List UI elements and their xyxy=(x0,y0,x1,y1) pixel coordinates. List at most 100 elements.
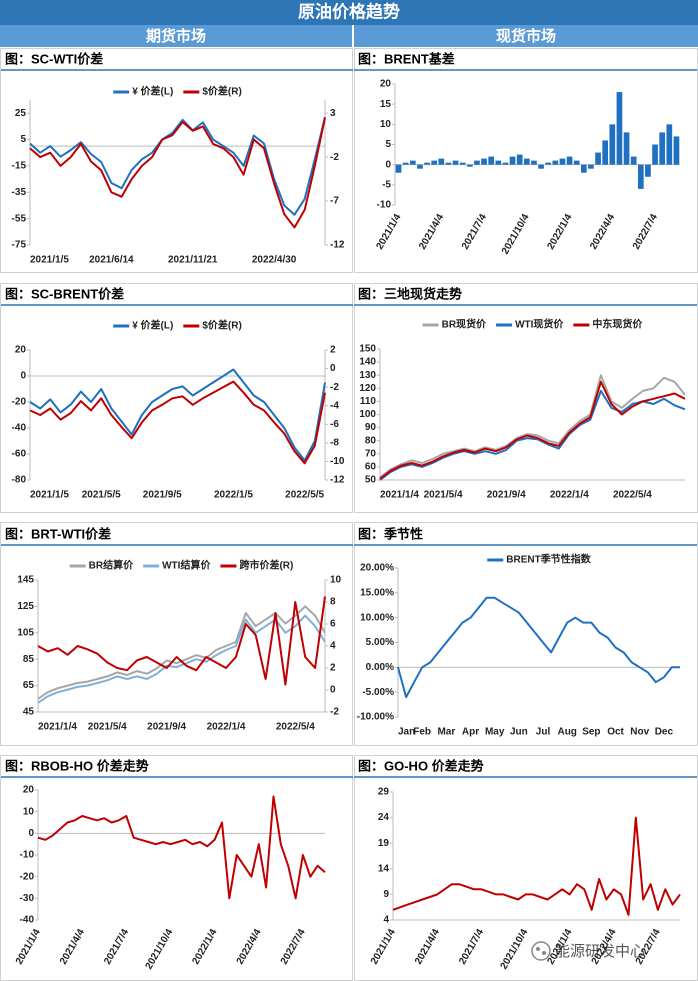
y-tick-label: 140 xyxy=(359,357,376,368)
y-tick-label: 50 xyxy=(365,475,377,486)
y-tick-label: 90 xyxy=(365,422,377,433)
x-tick-label: 2022/7/4 xyxy=(279,927,308,967)
x-tick-label: 2021/7/4 xyxy=(102,927,131,967)
line-series xyxy=(379,380,686,480)
x-tick-label: Aug xyxy=(557,727,576,738)
x-tick-label: 2022/7/4 xyxy=(631,212,660,252)
x-tick-label: 2021/1/4 xyxy=(14,927,43,967)
x-tick-label: 2021/1/4 xyxy=(380,490,419,501)
x-tick-label: Oct xyxy=(607,727,624,738)
y-tick-label: 70 xyxy=(365,448,377,459)
bar xyxy=(452,160,459,165)
x-tick-label: Jul xyxy=(536,727,551,738)
line-series xyxy=(397,596,680,699)
chart-title: 图：RBOB-HO 价差走势 xyxy=(5,758,149,773)
x-tick-label: 2022/4/30 xyxy=(252,255,297,266)
x-tick-label: 2021/9/5 xyxy=(143,490,182,501)
chart-title: 图：三地现货走势 xyxy=(358,286,462,301)
watermark: 能源研发中心 xyxy=(531,941,645,961)
y-tick-label: 110 xyxy=(360,396,377,407)
y2-tick-label: 8 xyxy=(330,597,336,608)
legend-label: 跨市价差(R) xyxy=(239,559,293,572)
bar xyxy=(637,164,644,189)
legend-label: WTI结算价 xyxy=(162,559,211,572)
chart-title: 图：季节性 xyxy=(358,526,423,541)
y-tick-label: 24 xyxy=(378,812,390,823)
y-tick-label: 4 xyxy=(383,915,389,926)
bar xyxy=(616,92,623,165)
y2-tick-label: 3 xyxy=(330,108,336,119)
y-tick-label: -75 xyxy=(12,240,27,251)
bar xyxy=(509,156,516,165)
y-tick-label: -20 xyxy=(12,397,27,408)
x-tick-label: 2021/11/21 xyxy=(168,255,218,266)
bar xyxy=(666,124,673,165)
header-bar xyxy=(0,0,698,25)
bar xyxy=(609,124,616,165)
line-series xyxy=(29,116,326,216)
left-header xyxy=(0,25,352,47)
bar xyxy=(659,132,666,165)
bar xyxy=(459,162,466,165)
y2-tick-label: -2 xyxy=(330,707,339,718)
y2-tick-label: 6 xyxy=(330,619,336,630)
x-tick-label: 2022/5/4 xyxy=(613,490,652,501)
y-tick-label: 60 xyxy=(365,462,377,473)
y-tick-label: -40 xyxy=(12,423,27,434)
x-tick-label: 2021/1/4 xyxy=(369,927,398,967)
y2-tick-label: -10 xyxy=(330,456,345,467)
chart-title: 图：BRENT基差 xyxy=(358,51,455,66)
legend: BRENT季节性指数 xyxy=(487,553,592,566)
bar xyxy=(580,164,587,173)
x-tick-label: 2021/7/4 xyxy=(460,212,489,252)
bar xyxy=(395,164,402,173)
y-tick-label: -60 xyxy=(12,449,27,460)
x-tick-label: 2022/1/4 xyxy=(550,490,589,501)
y-tick-label: 80 xyxy=(365,435,377,446)
x-tick-label: Apr xyxy=(462,727,479,738)
x-tick-label: 2022/1/4 xyxy=(207,722,246,733)
x-tick-label: 2021/4/4 xyxy=(417,212,446,252)
y-tick-label: 14 xyxy=(378,863,390,874)
y-tick-label: -80 xyxy=(12,475,27,486)
y-tick-label: 9 xyxy=(383,889,389,900)
bar xyxy=(417,164,423,169)
y-tick-label: 20 xyxy=(23,785,35,796)
y-tick-label: -20 xyxy=(20,871,35,882)
y2-tick-label: -7 xyxy=(330,196,339,207)
x-tick-label: 2021/7/4 xyxy=(457,927,486,967)
bar xyxy=(552,160,559,165)
bar xyxy=(474,160,480,165)
x-tick-label: 2021/4/4 xyxy=(413,927,442,967)
y-tick-label: 20 xyxy=(15,345,27,356)
x-tick-label: 2021/1/5 xyxy=(30,490,69,501)
y2-tick-label: 2 xyxy=(330,663,336,674)
bar xyxy=(538,164,544,169)
bar xyxy=(402,162,409,165)
x-tick-label: Jun xyxy=(510,727,528,738)
bar xyxy=(673,136,680,165)
x-tick-label: Mar xyxy=(437,727,455,738)
y2-tick-label: -6 xyxy=(330,419,339,430)
y-tick-label: -10.00% xyxy=(357,712,394,723)
x-tick-label: 2021/6/14 xyxy=(89,255,134,266)
chart-title: 图：BRT-WTI价差 xyxy=(5,526,111,541)
legend-label: WTI现货价 xyxy=(515,318,564,331)
y-tick-label: -10 xyxy=(20,850,35,861)
x-tick-label: 2021/10/4 xyxy=(144,927,176,971)
bar xyxy=(516,154,523,165)
x-tick-label: 2021/1/4 xyxy=(374,212,403,252)
y-tick-label: -55 xyxy=(12,213,27,224)
page-title: 原油价格趋势 xyxy=(298,1,400,21)
legend-label: ¥ 价差(L) xyxy=(132,319,173,332)
bar xyxy=(595,152,601,165)
y-tick-label: -40 xyxy=(20,915,35,926)
x-tick-label: 2022/1/4 xyxy=(191,927,220,967)
y-tick-label: 100 xyxy=(359,409,376,420)
y-tick-label: 65 xyxy=(23,680,35,691)
line-series xyxy=(37,596,326,686)
y-tick-label: 10 xyxy=(23,806,35,817)
legend: BR现货价 WTI现货价 中东现货价 xyxy=(422,318,643,331)
y2-tick-label: 4 xyxy=(330,641,336,652)
